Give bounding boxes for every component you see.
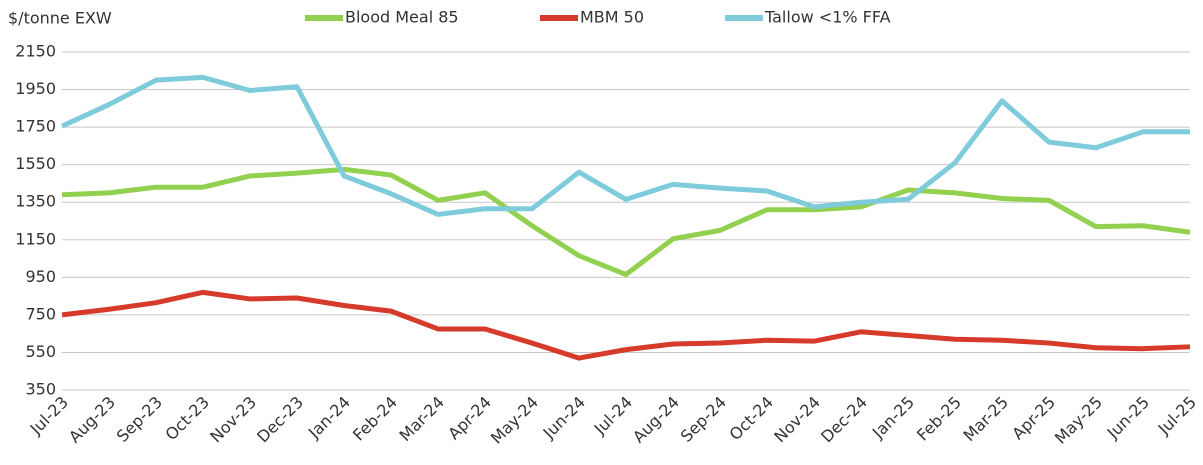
y-tick-label: 1550: [15, 154, 56, 173]
x-tick-label: Aug-24: [629, 393, 683, 447]
series-line: [61, 289, 1191, 361]
x-tick-label: Jul-25: [1154, 393, 1200, 439]
y-tick-label: 1950: [15, 79, 56, 98]
y-axis-label: $/tonne EXW: [8, 9, 112, 28]
x-tick-label: Feb-25: [913, 393, 965, 445]
x-tick-label: Mar-25: [959, 393, 1012, 446]
x-tick-label: Dec-24: [817, 393, 871, 447]
x-tick-label: Nov-23: [206, 393, 260, 447]
legend-label: Tallow <1% FFA: [764, 8, 891, 27]
x-tick-label: Oct-24: [726, 393, 777, 444]
x-tick-label: Feb-24: [349, 393, 401, 445]
x-tick-label: Jan-25: [868, 393, 918, 443]
y-tick-label: 1350: [15, 192, 56, 211]
x-tick-label: Aug-23: [65, 393, 119, 447]
y-tick-label: 750: [25, 304, 56, 323]
y-tick-label: 1150: [15, 229, 56, 248]
y-tick-label: 950: [25, 267, 56, 286]
x-tick-label: Sep-23: [113, 393, 166, 446]
y-tick-label: 1750: [15, 117, 56, 136]
x-tick-label: Dec-23: [253, 393, 307, 447]
y-tick-label: 2150: [15, 42, 56, 61]
x-tick-label: Mar-24: [395, 393, 448, 446]
series-line: [61, 166, 1191, 278]
x-tick-label: Jan-24: [304, 393, 354, 443]
legend-label: MBM 50: [580, 8, 644, 27]
x-tick-label: May-25: [1051, 393, 1106, 448]
legend-label: Blood Meal 85: [345, 8, 459, 27]
x-tick-label: Nov-24: [770, 393, 824, 447]
y-tick-label: 350: [25, 380, 56, 399]
y-tick-label: 550: [25, 342, 56, 361]
series-line: [60, 74, 1190, 217]
x-tick-label: Jun-25: [1103, 393, 1153, 443]
x-tick-label: Oct-23: [162, 393, 213, 444]
x-tick-label: Sep-24: [677, 393, 730, 446]
x-tick-label: May-24: [487, 393, 542, 448]
x-tick-label: Jun-24: [539, 393, 589, 443]
